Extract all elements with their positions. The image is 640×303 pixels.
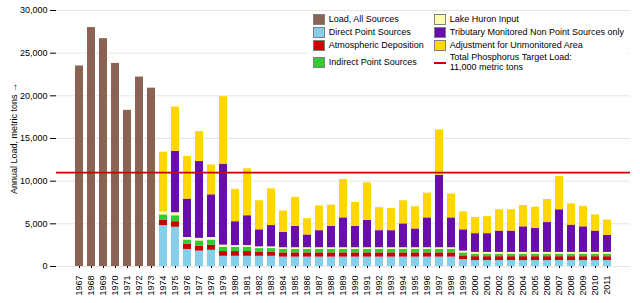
svg-text:2003: 2003 <box>506 276 516 296</box>
svg-text:1999: 1999 <box>458 276 468 296</box>
svg-text:1972: 1972 <box>134 276 144 296</box>
html-text:Lake Huron Input: Lake Huron Input <box>449 13 519 24</box>
svg-text:1988: 1988 <box>326 276 336 296</box>
svg-text:1979: 1979 <box>218 276 228 296</box>
html-text:Total Phosphorus Target Load:: Total Phosphorus Target Load: 11,000 met… <box>449 52 572 72</box>
svg-text:5,000: 5,000 <box>25 219 48 229</box>
svg-text:1985: 1985 <box>290 276 300 296</box>
html-text:Tributary Monitored Non Point: Tributary Monitored Non Point Sources on… <box>449 26 624 37</box>
svg-text:1976: 1976 <box>182 276 192 296</box>
svg-text:1993: 1993 <box>386 276 396 296</box>
svg-text:1989: 1989 <box>338 276 348 296</box>
html-text:Load, All Sources: Load, All Sources <box>328 13 399 24</box>
svg-text:1998: 1998 <box>446 276 456 296</box>
svg-text:1981: 1981 <box>242 276 252 296</box>
svg-text:2005: 2005 <box>530 276 540 296</box>
svg-text:15,000: 15,000 <box>20 133 48 143</box>
svg-text:2009: 2009 <box>578 276 588 296</box>
svg-text:1994: 1994 <box>398 276 408 296</box>
svg-text:Annual Load, metric tons →: Annual Load, metric tons → <box>9 83 19 194</box>
svg-text:1986: 1986 <box>302 276 312 296</box>
svg-text:2002: 2002 <box>494 276 504 296</box>
svg-text:2000: 2000 <box>470 276 480 296</box>
svg-text:20,000: 20,000 <box>20 91 48 101</box>
svg-text:1970: 1970 <box>110 276 120 296</box>
svg-text:10,000: 10,000 <box>20 176 48 186</box>
svg-text:1971: 1971 <box>122 276 132 296</box>
svg-text:1968: 1968 <box>86 276 96 296</box>
svg-text:2006: 2006 <box>542 276 552 296</box>
svg-text:1991: 1991 <box>362 276 372 296</box>
svg-text:2004: 2004 <box>518 276 528 296</box>
svg-text:1984: 1984 <box>278 276 288 296</box>
svg-text:1983: 1983 <box>266 276 276 296</box>
svg-text:1973: 1973 <box>146 276 156 296</box>
svg-text:1967: 1967 <box>74 276 84 296</box>
html-text:Indirect Point Sources: Indirect Point Sources <box>328 56 417 67</box>
svg-text:2010: 2010 <box>590 276 600 296</box>
svg-text:1977: 1977 <box>194 276 204 296</box>
svg-text:25,000: 25,000 <box>20 48 48 58</box>
svg-text:2008: 2008 <box>566 276 576 296</box>
html-text:Direct Point Sources: Direct Point Sources <box>328 26 411 37</box>
svg-text:1969: 1969 <box>98 276 108 296</box>
svg-text:1974: 1974 <box>158 276 168 296</box>
html-text:Atmospheric Deposition: Atmospheric Deposition <box>328 39 424 50</box>
svg-text:1997: 1997 <box>434 276 444 296</box>
svg-text:1987: 1987 <box>314 276 324 296</box>
svg-text:30,000: 30,000 <box>20 5 48 15</box>
svg-text:0: 0 <box>42 261 47 271</box>
svg-text:2001: 2001 <box>482 276 492 296</box>
svg-text:1978: 1978 <box>206 276 216 296</box>
svg-text:1975: 1975 <box>170 276 180 296</box>
html-text:Adjustment for Unmonitored Are: Adjustment for Unmonitored Area <box>449 39 583 50</box>
svg-text:1990: 1990 <box>350 276 360 296</box>
svg-text:2011: 2011 <box>602 276 612 295</box>
svg-text:1996: 1996 <box>422 276 432 296</box>
svg-text:2007: 2007 <box>554 276 564 296</box>
svg-text:1995: 1995 <box>410 276 420 296</box>
svg-text:1992: 1992 <box>374 276 384 296</box>
svg-text:1982: 1982 <box>254 276 264 296</box>
svg-text:1980: 1980 <box>230 276 240 296</box>
